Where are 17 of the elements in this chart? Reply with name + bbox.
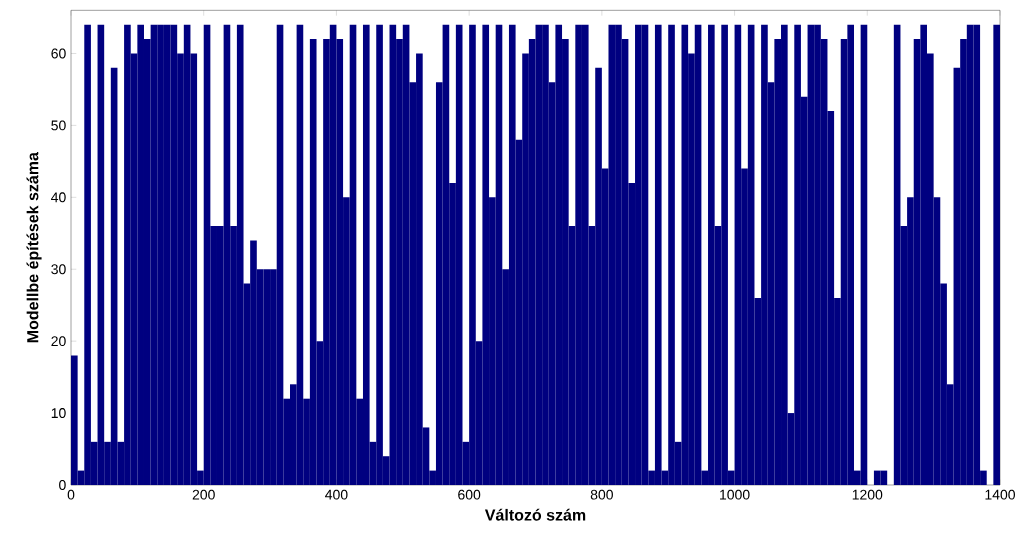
x-tick-label: 1400 — [985, 489, 1016, 500]
x-tick-label: 400 — [325, 489, 348, 500]
y-tick-label: 0 — [59, 480, 66, 490]
x-axis-title: Változó szám — [484, 508, 586, 521]
x-tick-label: 600 — [458, 489, 481, 500]
y-axis-title: Modellbe építések száma — [26, 151, 42, 343]
y-tick-label: 20 — [51, 336, 66, 347]
x-tick-label: 1200 — [852, 489, 883, 500]
x-tick-label: 200 — [192, 489, 215, 500]
y-tick-label: 30 — [51, 264, 66, 275]
y-tick-label: 40 — [51, 192, 66, 203]
x-tick-label: 0 — [67, 489, 75, 500]
y-tick-label: 60 — [51, 48, 66, 59]
y-tick-label: 10 — [51, 408, 66, 419]
x-tick-label: 1000 — [720, 489, 750, 500]
x-tick-label: 800 — [590, 489, 613, 500]
y-tick-label: 50 — [51, 120, 66, 131]
